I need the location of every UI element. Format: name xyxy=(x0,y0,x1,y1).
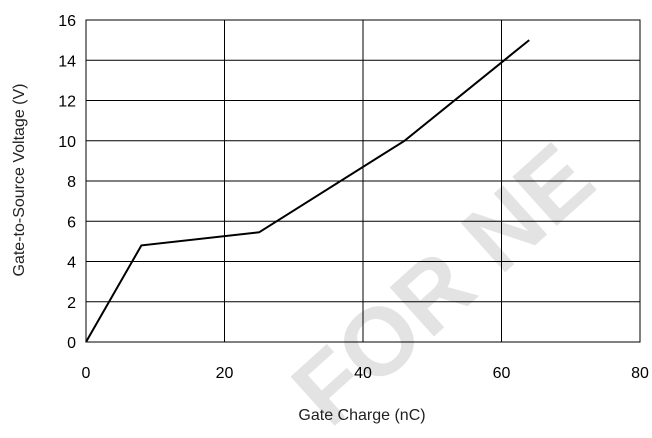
y-tick-label: 2 xyxy=(67,295,76,312)
grid-lines xyxy=(85,19,641,343)
y-tick-label: 10 xyxy=(58,134,76,151)
x-tick-label: 20 xyxy=(216,365,234,382)
plot-area-border xyxy=(85,19,641,343)
x-axis-title: Gate Charge (nC) xyxy=(298,407,425,424)
y-tick-label: 14 xyxy=(58,53,76,70)
x-tick-label: 60 xyxy=(493,365,511,382)
tick-labels: 0 2 4 6 8 10 12 14 16 0 20 40 60 80 xyxy=(58,13,649,382)
y-tick-label: 4 xyxy=(67,255,76,272)
y-tick-label: 6 xyxy=(67,214,76,231)
x-tick-label: 80 xyxy=(631,365,649,382)
y-tick-label: 0 xyxy=(67,335,76,352)
y-tick-label: 8 xyxy=(67,174,76,191)
series-line xyxy=(85,39,530,343)
x-tick-label: 0 xyxy=(82,365,91,382)
y-axis-title: Gate-to-Source Voltage (V) xyxy=(11,84,28,277)
series-group xyxy=(85,39,530,343)
y-tick-label: 16 xyxy=(58,13,76,30)
watermark-text: FOR NE xyxy=(272,123,613,438)
x-tick-label: 40 xyxy=(354,365,372,382)
y-tick-label: 12 xyxy=(58,94,76,111)
